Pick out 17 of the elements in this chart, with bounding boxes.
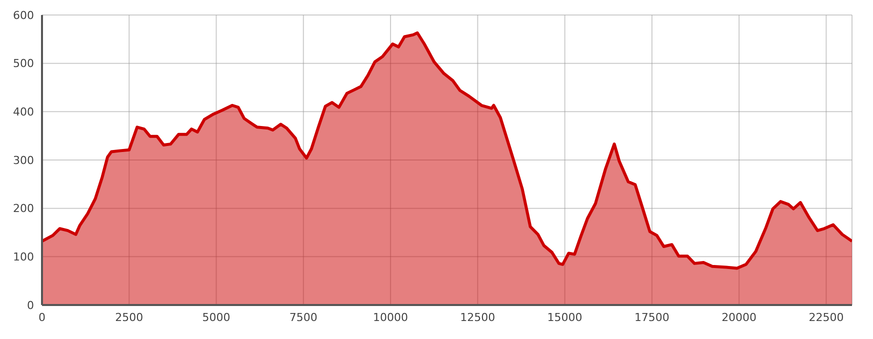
y-tick-label: 500: [13, 57, 34, 70]
x-tick-label: 20000: [722, 310, 757, 324]
x-tick-label: 10000: [373, 310, 408, 324]
y-tick-label: 400: [13, 106, 34, 119]
x-tick-label: 17500: [634, 310, 670, 324]
x-tick-label: 2500: [115, 310, 144, 324]
y-tick-label: 200: [13, 202, 34, 216]
x-tick-label: 0: [38, 310, 46, 324]
x-tick-label: 5000: [202, 310, 230, 324]
x-tick-label: 22500: [808, 310, 844, 324]
y-tick-label: 100: [13, 250, 34, 264]
x-tick-label: 7500: [289, 310, 318, 324]
y-tick-label: 600: [13, 8, 34, 22]
y-tick-label: 0: [27, 298, 34, 312]
x-tick-label: 15000: [547, 310, 582, 324]
y-tick-label: 300: [13, 154, 34, 167]
x-tick-label: 12500: [460, 310, 496, 324]
